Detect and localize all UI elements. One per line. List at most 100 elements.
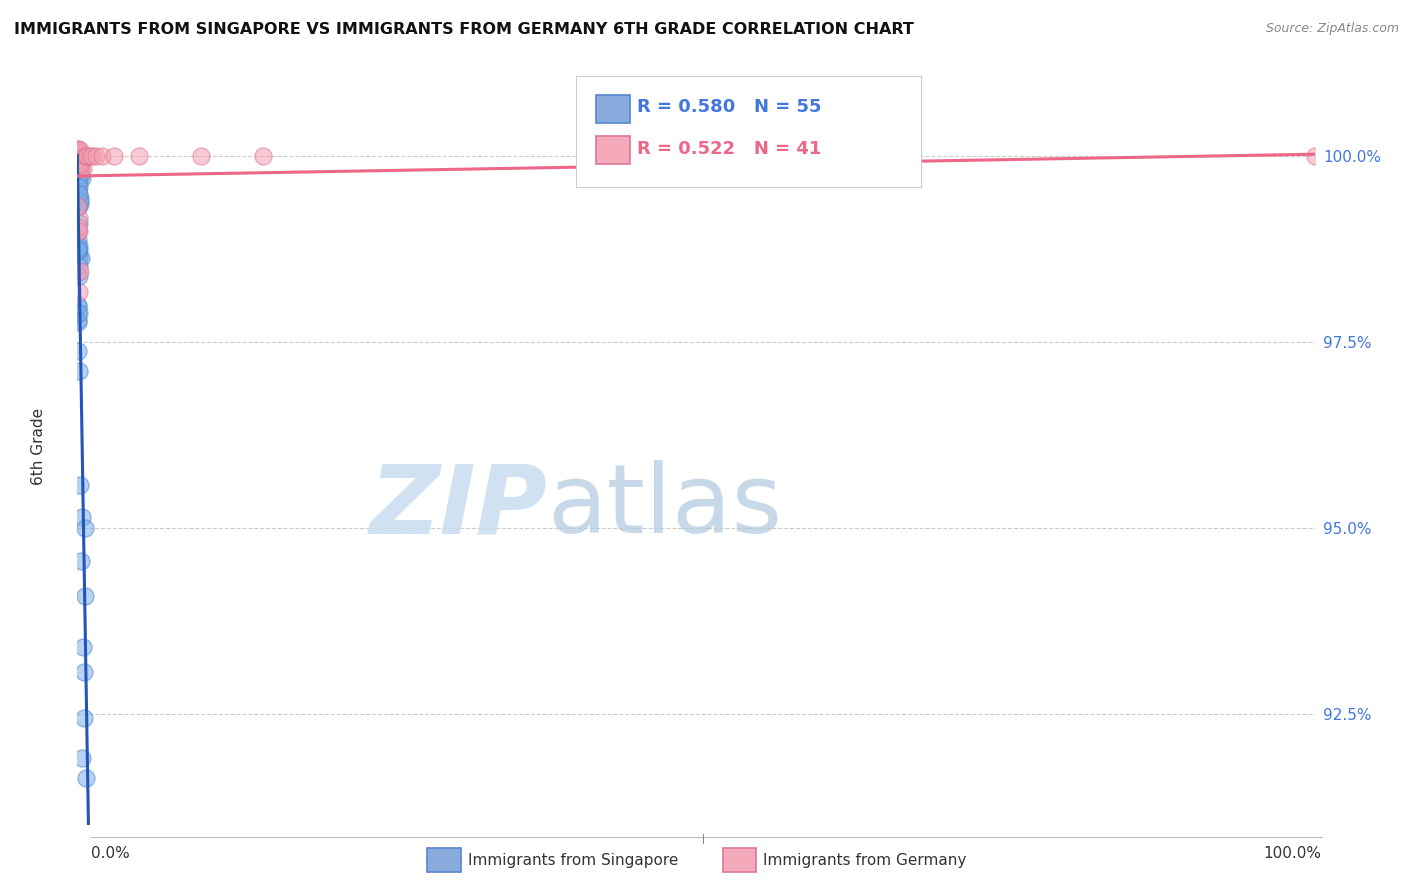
- Point: [67, 343, 90, 358]
- Point: [72, 711, 94, 725]
- Point: [67, 211, 90, 225]
- Point: [91, 149, 114, 163]
- Point: [69, 196, 91, 211]
- Point: [70, 509, 93, 524]
- Point: [128, 149, 150, 163]
- Point: [84, 149, 107, 163]
- Point: [67, 220, 90, 235]
- Point: [70, 252, 93, 266]
- Point: [69, 478, 91, 492]
- Point: [72, 161, 94, 176]
- Point: [67, 199, 90, 213]
- Point: [67, 145, 90, 160]
- Point: [67, 243, 90, 257]
- Point: [69, 156, 91, 170]
- Point: [73, 665, 96, 679]
- Point: [69, 157, 91, 171]
- Point: [75, 521, 97, 535]
- Point: [67, 158, 90, 172]
- Point: [69, 168, 91, 182]
- Point: [70, 154, 93, 169]
- Point: [76, 149, 98, 163]
- Point: [67, 180, 90, 194]
- Text: 0.0%: 0.0%: [91, 846, 131, 861]
- Point: [73, 589, 96, 603]
- Point: [67, 285, 90, 300]
- Point: [82, 149, 104, 163]
- Point: [66, 313, 89, 327]
- Point: [66, 198, 89, 212]
- Text: Immigrants from Singapore: Immigrants from Singapore: [468, 854, 679, 868]
- Point: [66, 142, 89, 156]
- Point: [75, 149, 97, 163]
- Point: [66, 306, 89, 320]
- Point: [67, 153, 90, 168]
- Point: [67, 159, 90, 173]
- Point: [67, 176, 90, 190]
- Point: [75, 771, 97, 785]
- Point: [252, 149, 274, 163]
- Point: [66, 151, 89, 165]
- Point: [69, 143, 91, 157]
- Point: [67, 172, 90, 186]
- Point: [69, 194, 91, 209]
- Point: [69, 191, 91, 205]
- Point: [72, 152, 94, 166]
- Point: [67, 364, 90, 378]
- Point: [67, 306, 90, 320]
- Text: 6th Grade: 6th Grade: [31, 408, 46, 484]
- Point: [66, 241, 89, 255]
- Text: R = 0.580   N = 55: R = 0.580 N = 55: [637, 98, 821, 116]
- Point: [66, 181, 89, 195]
- Point: [66, 316, 89, 330]
- Point: [834, 164, 856, 178]
- Text: Immigrants from Germany: Immigrants from Germany: [763, 854, 967, 868]
- Point: [67, 160, 90, 174]
- Point: [67, 216, 90, 230]
- Point: [103, 149, 125, 163]
- Point: [1303, 149, 1326, 163]
- Point: [79, 149, 101, 163]
- Point: [66, 153, 89, 167]
- Point: [70, 553, 93, 567]
- Point: [66, 244, 89, 258]
- Point: [66, 142, 89, 156]
- Point: [67, 269, 90, 284]
- Point: [67, 155, 90, 169]
- Text: ZIP: ZIP: [370, 460, 547, 553]
- Point: [66, 298, 89, 312]
- Point: [67, 156, 90, 170]
- Point: [69, 161, 91, 176]
- Point: [67, 250, 90, 264]
- Text: 100.0%: 100.0%: [1264, 846, 1322, 861]
- Point: [73, 149, 96, 163]
- Point: [66, 144, 89, 158]
- Point: [66, 147, 89, 161]
- Point: [67, 243, 90, 257]
- Point: [67, 152, 90, 166]
- Point: [67, 224, 90, 238]
- Point: [70, 162, 93, 177]
- Point: [67, 147, 90, 161]
- Point: [190, 149, 212, 163]
- Point: [67, 234, 90, 248]
- Point: [67, 186, 90, 200]
- Point: [67, 187, 90, 202]
- Point: [67, 259, 90, 273]
- Point: [69, 149, 91, 163]
- Point: [67, 160, 90, 174]
- Point: [66, 145, 89, 159]
- Point: [67, 239, 90, 253]
- Point: [66, 163, 89, 178]
- Point: [67, 224, 90, 238]
- Point: [67, 158, 90, 172]
- Point: [66, 161, 89, 175]
- Point: [67, 163, 90, 178]
- Point: [66, 266, 89, 280]
- Text: IMMIGRANTS FROM SINGAPORE VS IMMIGRANTS FROM GERMANY 6TH GRADE CORRELATION CHART: IMMIGRANTS FROM SINGAPORE VS IMMIGRANTS …: [14, 22, 914, 37]
- Text: R = 0.522   N = 41: R = 0.522 N = 41: [637, 140, 821, 158]
- Point: [72, 750, 94, 764]
- Point: [70, 171, 93, 186]
- Point: [70, 167, 93, 181]
- Point: [67, 300, 90, 314]
